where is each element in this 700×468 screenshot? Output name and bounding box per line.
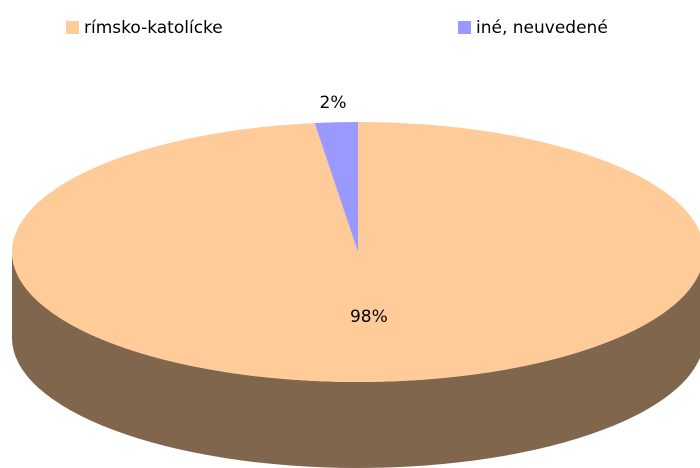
legend-label: rímsko-katolícke [84,18,223,38]
legend-label: iné, neuvedené [476,18,608,38]
pie-side [12,252,700,468]
pie-slice [314,122,358,252]
data-label: 2% [320,93,347,113]
pie-slice [12,122,700,382]
data-label: 98% [350,307,388,327]
legend-swatch [66,21,79,34]
legend-swatch [458,21,471,34]
